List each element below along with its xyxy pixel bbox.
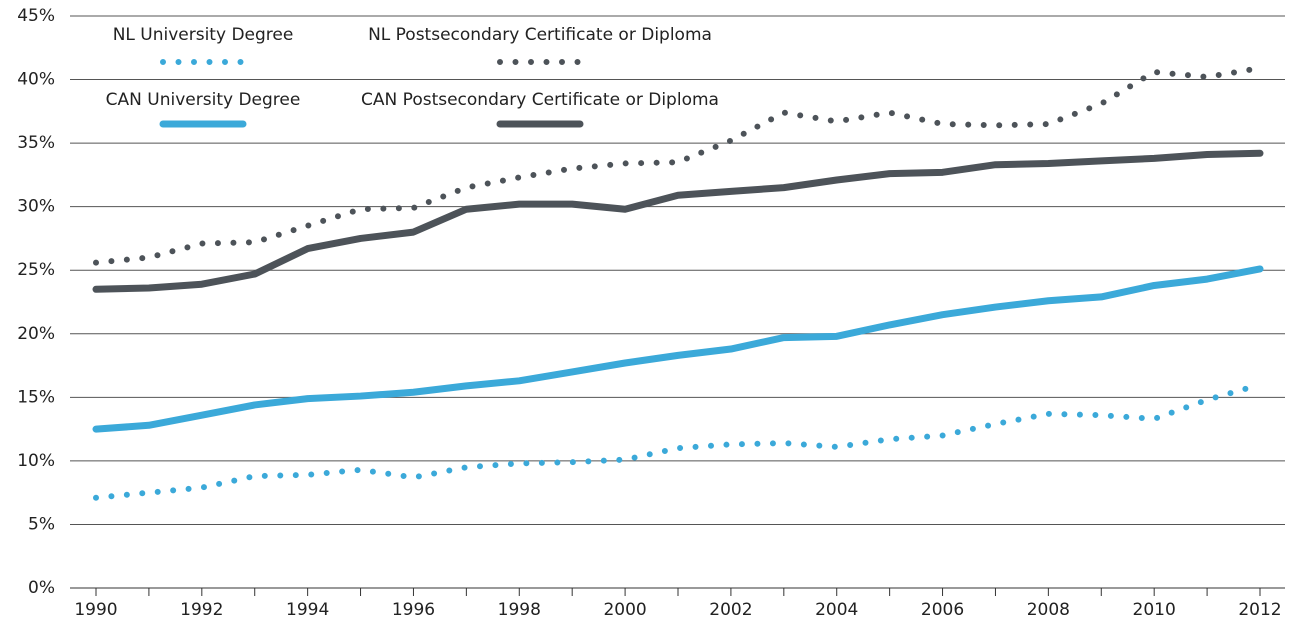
y-tick-label: 10% <box>17 451 55 471</box>
series-line <box>92 265 1264 433</box>
y-tick-label: 30% <box>17 197 55 217</box>
series-line <box>93 381 1263 501</box>
x-tick-label: 2004 <box>815 600 858 620</box>
x-tick-label: 1990 <box>74 600 117 620</box>
y-tick-label: 20% <box>17 324 55 344</box>
x-tick-label: 2002 <box>709 600 752 620</box>
y-tick-label: 5% <box>28 514 55 534</box>
y-tick-label: 40% <box>17 70 55 90</box>
x-tick-label: 2012 <box>1238 600 1281 620</box>
legend-label: CAN Postsecondary Certificate or Diploma <box>361 90 719 110</box>
x-tick-label: 1994 <box>286 600 329 620</box>
x-tick-label: 1992 <box>180 600 223 620</box>
legend-label: NL Postsecondary Certificate or Diploma <box>368 25 712 45</box>
y-tick-label: 45% <box>17 6 55 26</box>
x-tick-label: 2010 <box>1133 600 1176 620</box>
series-line <box>92 149 1264 293</box>
x-tick-label: 2008 <box>1027 600 1070 620</box>
legend-label: NL University Degree <box>113 25 294 45</box>
y-tick-label: 15% <box>17 387 55 407</box>
y-tick-label: 25% <box>17 260 55 280</box>
y-tick-label: 0% <box>28 578 55 598</box>
x-tick-label: 1996 <box>392 600 435 620</box>
x-tick-label: 2000 <box>603 600 646 620</box>
x-tick-label: 2006 <box>921 600 964 620</box>
legend-label: CAN University Degree <box>106 90 301 110</box>
y-tick-label: 35% <box>17 133 55 153</box>
x-tick-label: 1998 <box>498 600 541 620</box>
